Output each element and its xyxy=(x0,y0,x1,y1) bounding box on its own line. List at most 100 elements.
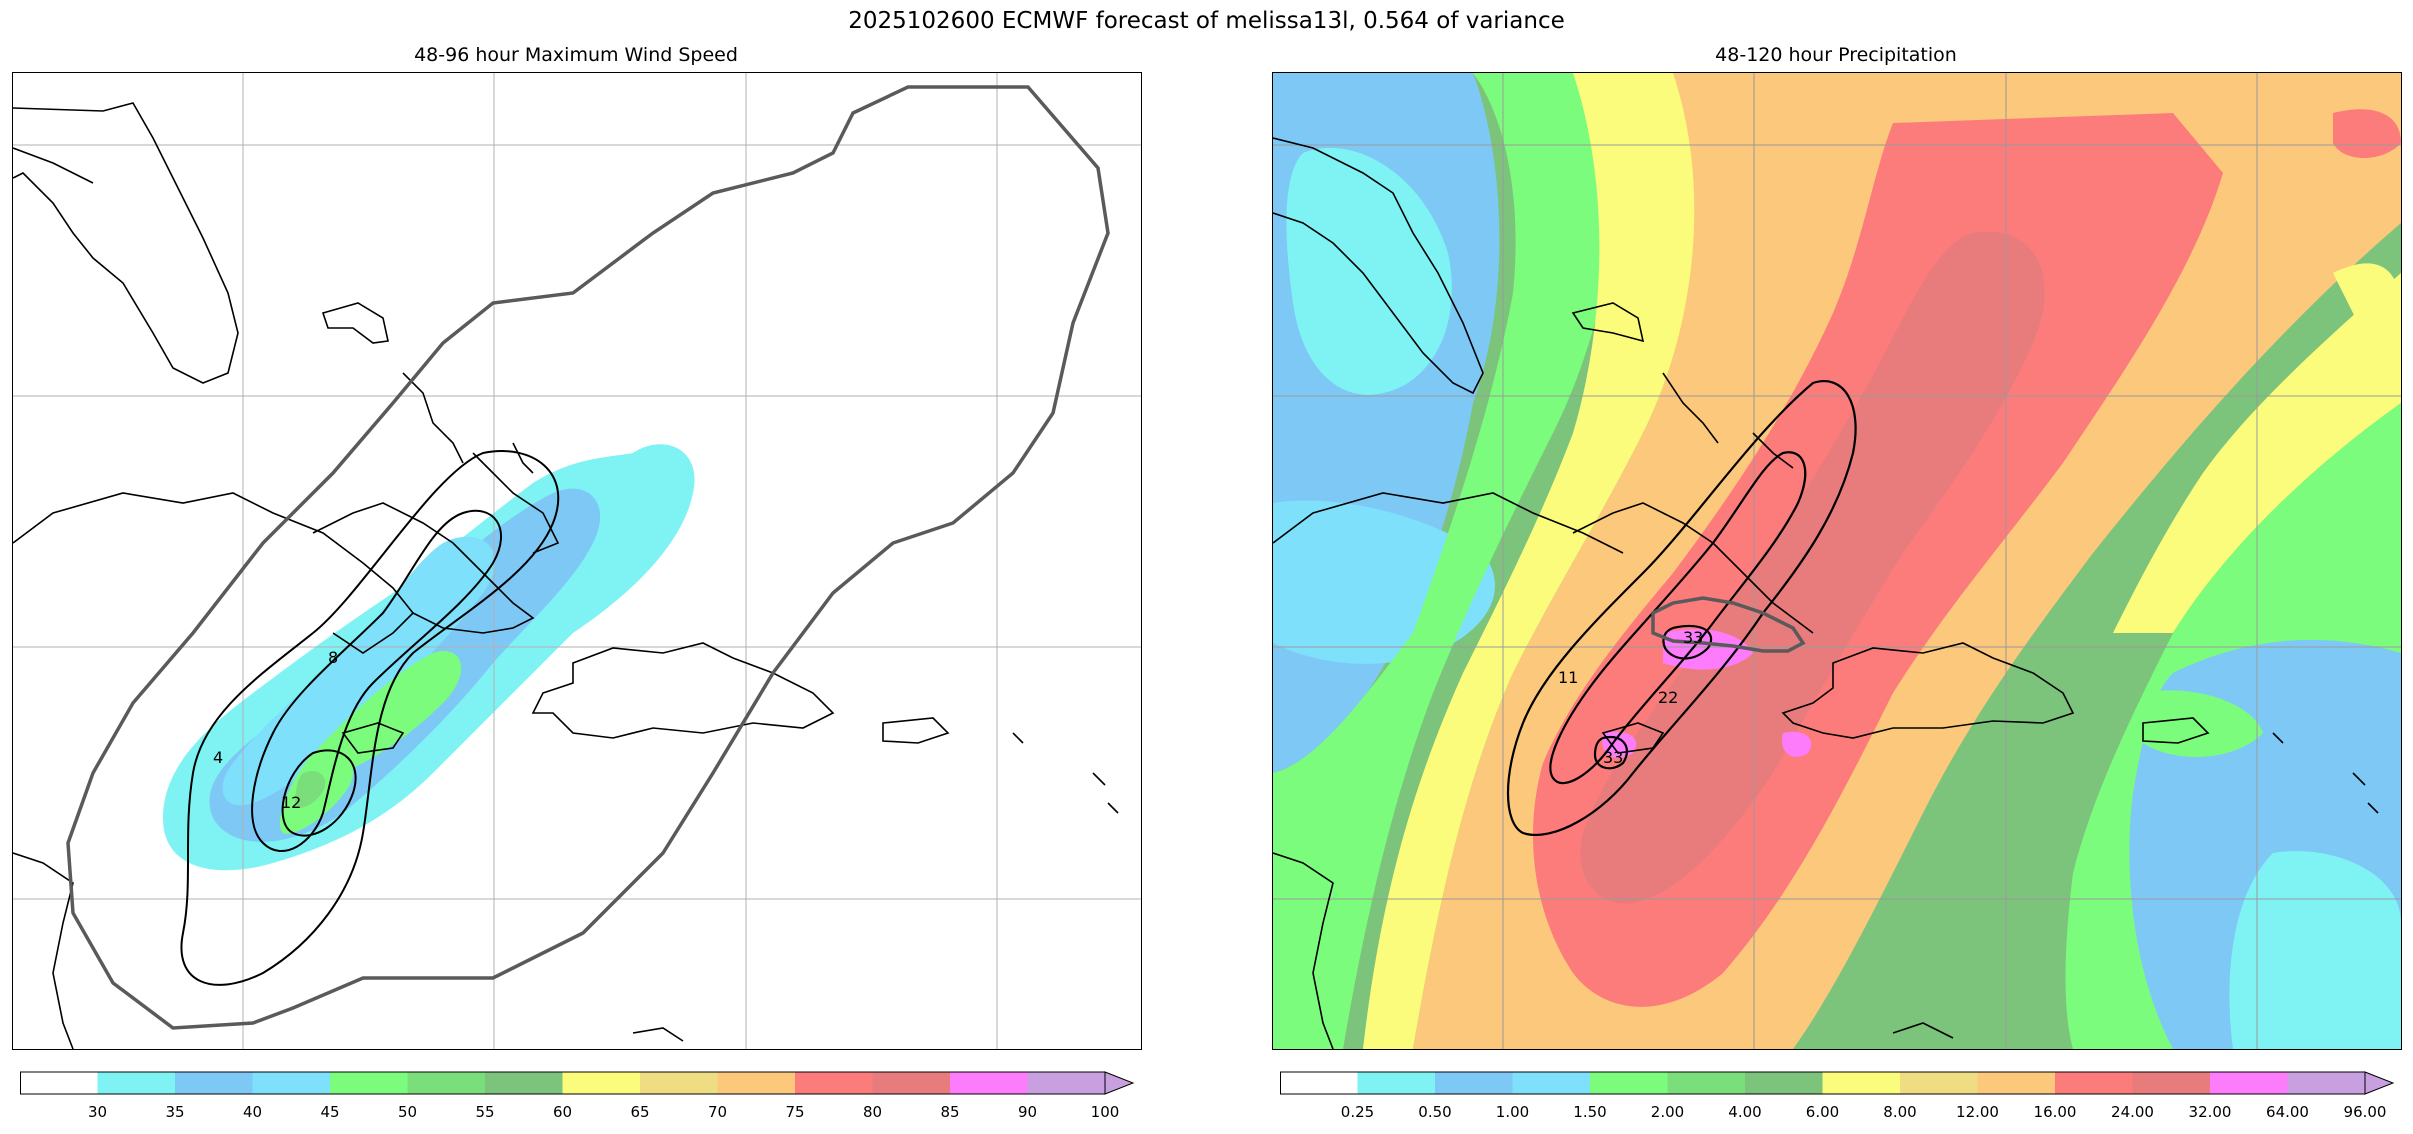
wind-contour-12 xyxy=(281,749,357,837)
figure-title: 2025102600 ECMWF forecast of melissa13l,… xyxy=(848,8,1565,34)
bahamas-andros xyxy=(321,302,389,344)
wind-colorbar xyxy=(20,1070,1135,1096)
precip-colorbar-swatch xyxy=(1435,1072,1513,1094)
florida-coast xyxy=(13,102,239,384)
wind-colorbar-tick-label: 50 xyxy=(397,1103,418,1121)
puerto-rico-coast xyxy=(2142,717,2210,744)
wind-colorbar-swatch xyxy=(407,1072,486,1094)
lesser-antilles xyxy=(1012,732,1119,814)
precip-gridlines xyxy=(1273,73,2401,1049)
puerto-rico-coast xyxy=(882,717,950,744)
precip-colorbar-tick-label: 2.00 xyxy=(1650,1103,1685,1121)
precip-colorbar-tick-label: 12.00 xyxy=(1956,1103,1999,1121)
precip-magenta-haiti-region xyxy=(1782,731,1812,757)
hispaniola-coast xyxy=(1781,642,2075,739)
precip-colorbar-swatch xyxy=(1822,1072,1901,1094)
precip-region-boundary xyxy=(1651,596,1806,653)
wind-colorbar-extension xyxy=(1104,1071,1135,1095)
wind-contour-label-12: 12 xyxy=(281,793,301,812)
wind-colorbar-tick-label: 65 xyxy=(630,1103,650,1121)
precip-colorbar-swatch xyxy=(1900,1072,1978,1094)
wind-colorbar-swatch xyxy=(330,1072,408,1094)
wind-contour-label-4: 4 xyxy=(213,748,223,767)
precip-northeast-yellow-region xyxy=(2333,263,2401,333)
central-america-coast xyxy=(13,852,74,1049)
wind-colorbar-swatch xyxy=(717,1072,796,1094)
wind-coastlines xyxy=(13,102,1119,1049)
precip-colorbar-tick-label: 1.00 xyxy=(1495,1103,1530,1121)
cuba-coast xyxy=(312,502,535,654)
precip-colorbar-outline xyxy=(1280,1071,2366,1095)
wind-colorbar-swatch xyxy=(872,1072,951,1094)
wind-colorbar-tick-label: 35 xyxy=(165,1103,185,1121)
wind-colorbar-tick-label: 80 xyxy=(862,1103,883,1121)
wind-colorbar-swatch xyxy=(1027,1072,1106,1094)
bahamas-east xyxy=(512,442,534,474)
precip-colorbar-swatch xyxy=(2055,1072,2133,1094)
precip-contour-label-33-south: 33 xyxy=(1603,748,1623,767)
wind-colorbar-tick-label: 70 xyxy=(707,1103,728,1121)
precip-contour-22 xyxy=(1549,451,1807,785)
wind-colorbar-swatch xyxy=(950,1072,1028,1094)
precip-contour-33-south xyxy=(1593,735,1628,770)
wind-colorbar-swatch xyxy=(640,1072,718,1094)
lesser-antilles xyxy=(2272,732,2379,814)
precip-colorbar-swatch xyxy=(1977,1072,2056,1094)
wind-45-50-region xyxy=(308,651,462,779)
precip-colorbar-tick-label: 64.00 xyxy=(2266,1103,2309,1121)
precip-east-cyan-region xyxy=(2229,851,2401,1049)
precip-yellow-band-region xyxy=(1363,73,1701,1049)
wind-colorbar-tick-label: 75 xyxy=(785,1103,805,1121)
precip-green-band-region xyxy=(1273,73,1620,1049)
precip-colorbar-swatch xyxy=(1590,1072,1668,1094)
wind-colorbar-swatch xyxy=(175,1072,253,1094)
precip-colorbar-swatch xyxy=(1280,1072,1358,1094)
wind-colorbar-tick-label: 30 xyxy=(87,1103,108,1121)
florida-coast xyxy=(1273,137,1484,395)
precip-contours xyxy=(1506,380,1857,836)
precip-colorbar-tick-label: 1.50 xyxy=(1573,1103,1607,1121)
wind-colorbar-swatch xyxy=(97,1072,176,1094)
wind-contour-label-8: 8 xyxy=(328,648,338,667)
wind-map: 4 8 12 xyxy=(12,72,1142,1050)
wind-colorbar-swatch xyxy=(252,1072,331,1094)
panama-coast xyxy=(1892,1022,1954,1039)
precip-colorbar-tick-label: 8.00 xyxy=(1883,1103,1917,1121)
bahamas-north xyxy=(1662,372,1719,444)
wind-contour-4 xyxy=(180,450,560,986)
bahamas-north xyxy=(402,372,464,464)
precip-contour-label-22: 22 xyxy=(1658,688,1678,707)
precip-colorbar-tick-label: 6.00 xyxy=(1805,1103,1840,1121)
wind-colorbar-tick-label: 85 xyxy=(940,1103,960,1121)
precip-colorbar-swatch xyxy=(1745,1072,1823,1094)
wind-colorbar-tick-label: 55 xyxy=(475,1103,495,1121)
wind-colorbar-tick-label: 90 xyxy=(1017,1103,1038,1121)
precip-contour-label-11: 11 xyxy=(1558,668,1578,687)
yucatan-coast xyxy=(13,492,414,614)
precip-colorbar-tick-label: 24.00 xyxy=(2111,1103,2154,1121)
precip-colorbar-tick-label: 16.00 xyxy=(2033,1103,2077,1121)
precip-dark-red-core-region xyxy=(1580,231,2045,904)
precip-coastlines xyxy=(1273,137,2379,1049)
precip-colorbar-swatch xyxy=(2210,1072,2288,1094)
precip-cyan-florida-region xyxy=(1286,147,1452,395)
wind-contour-8 xyxy=(251,509,503,853)
precip-colorbar-tick-label: 0.25 xyxy=(1340,1103,1375,1121)
wind-gridlines xyxy=(13,73,1141,1049)
wind-50-55-region xyxy=(294,771,326,808)
wind-panel-title: 48-96 hour Maximum Wind Speed xyxy=(414,44,738,66)
precip-northeast-pink-region xyxy=(2333,109,2401,158)
wind-colorbar-swatch xyxy=(485,1072,563,1094)
precip-colorbar-tick-label: 96.00 xyxy=(2343,1103,2387,1121)
precip-colorbar-swatch xyxy=(2287,1072,2366,1094)
wind-40-45-region xyxy=(222,536,496,806)
precip-panel-title: 48-120 hour Precipitation xyxy=(1715,44,1957,66)
jamaica-coast xyxy=(1601,722,1665,754)
precip-contour-11 xyxy=(1506,380,1857,836)
gulf-coast xyxy=(13,147,94,184)
wind-contours xyxy=(180,450,560,986)
cuba-north-coast xyxy=(472,452,560,554)
wind-colorbar-tick-label: 60 xyxy=(552,1103,573,1121)
wind-colorbar-tick-label: 100 xyxy=(1090,1103,1120,1121)
wind-colorbar-swatch xyxy=(20,1072,98,1094)
